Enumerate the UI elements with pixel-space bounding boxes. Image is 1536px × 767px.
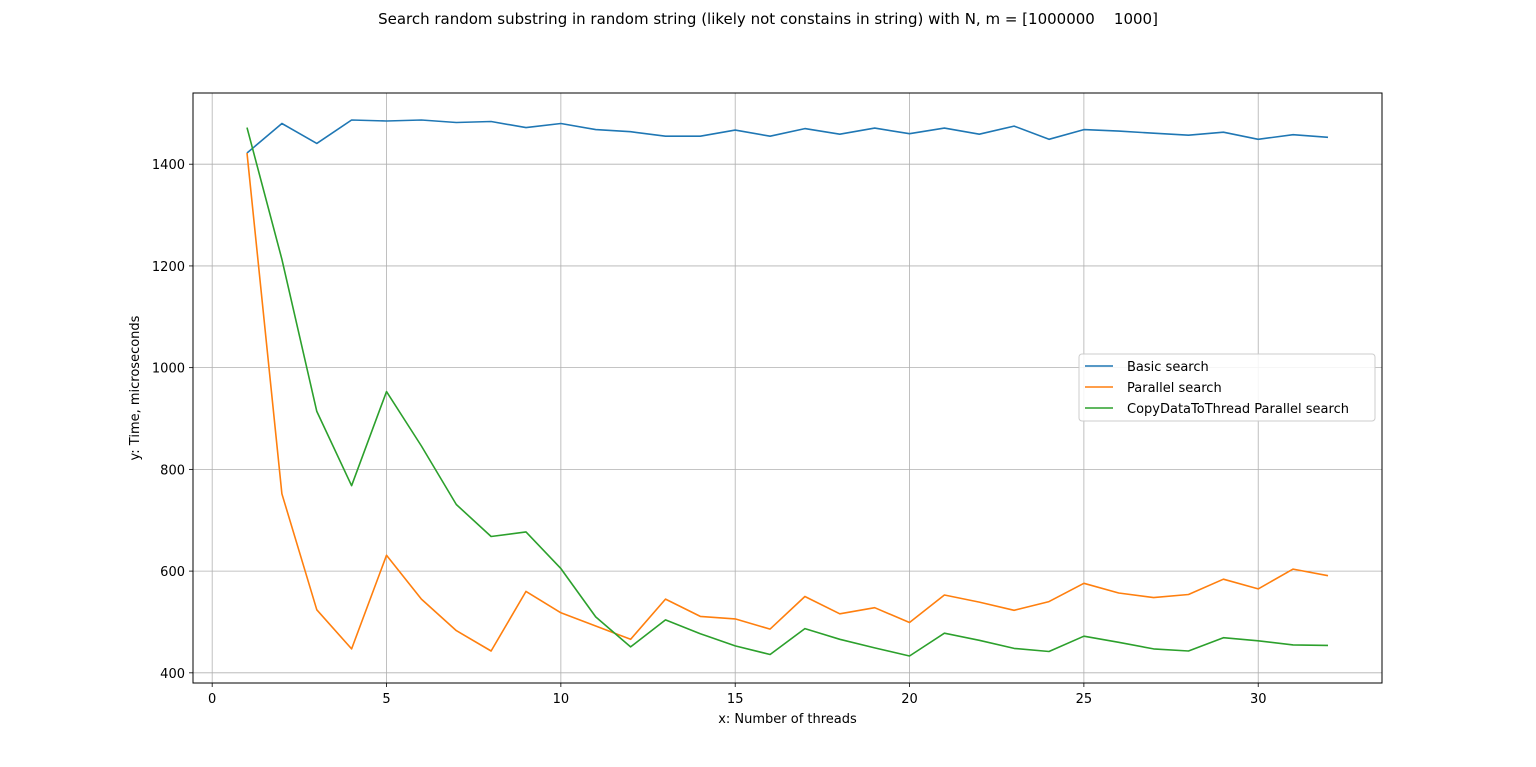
legend-box [1078,353,1376,422]
series-lines [246,119,1329,657]
y-tick-label: 400 [160,667,185,682]
axis-ticks: 0 5 10 15 20 25 30 400 600 800 1000 1200 1400 [152,158,1267,707]
y-tick-label: 600 [160,565,185,580]
legend-label: Parallel search [1127,381,1222,396]
legend: Basic search Parallel search CopyDataToThr… [1078,353,1376,422]
series-line-1 [246,152,1329,652]
series-line-2 [246,127,1329,657]
x-tick-label: 0 [208,692,216,707]
legend-label: CopyDataToThread Parallel search [1127,402,1349,417]
x-tick-label: 25 [1076,692,1093,707]
y-tick-label: 800 [160,463,185,478]
chart-title: Search random substring in random string… [378,10,1158,28]
x-tick-label: 20 [901,692,918,707]
x-tick-label: 15 [727,692,744,707]
x-tick-label: 10 [553,692,570,707]
series-line-0 [246,119,1329,154]
x-tick-label: 30 [1250,692,1267,707]
legend-label: Basic search [1127,360,1209,375]
plot-area-frame [192,92,1383,684]
y-axis-label: y: Time, microseconds [128,315,143,460]
y-tick-label: 1400 [152,158,185,173]
y-tick-label: 1200 [152,260,185,275]
y-tick-label: 1000 [152,362,185,377]
x-axis-label: x: Number of threads [718,712,857,727]
x-tick-label: 5 [382,692,390,707]
